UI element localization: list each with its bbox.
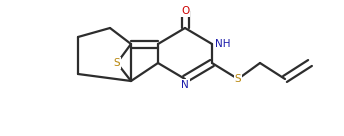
- Text: N: N: [181, 80, 189, 90]
- Text: O: O: [181, 6, 189, 16]
- Text: S: S: [114, 58, 120, 68]
- Text: S: S: [235, 74, 241, 84]
- Text: NH: NH: [215, 39, 230, 49]
